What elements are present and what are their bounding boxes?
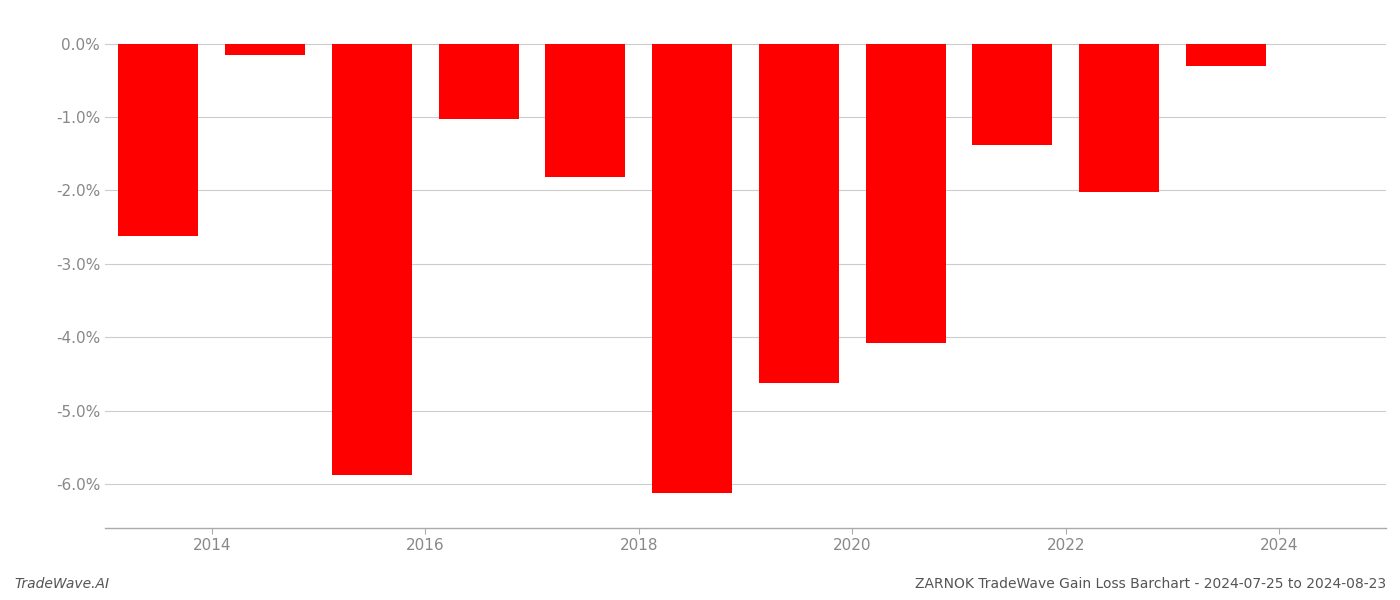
Bar <box>973 44 1053 145</box>
Bar <box>438 44 518 119</box>
Bar <box>119 44 199 236</box>
Text: TradeWave.AI: TradeWave.AI <box>14 577 109 591</box>
Bar <box>759 44 839 383</box>
Bar <box>332 44 412 475</box>
Bar <box>225 44 305 55</box>
Bar <box>546 44 626 177</box>
Text: ZARNOK TradeWave Gain Loss Barchart - 2024-07-25 to 2024-08-23: ZARNOK TradeWave Gain Loss Barchart - 20… <box>914 577 1386 591</box>
Bar <box>1186 44 1266 65</box>
Bar <box>652 44 732 493</box>
Bar <box>865 44 945 343</box>
Bar <box>1079 44 1159 192</box>
